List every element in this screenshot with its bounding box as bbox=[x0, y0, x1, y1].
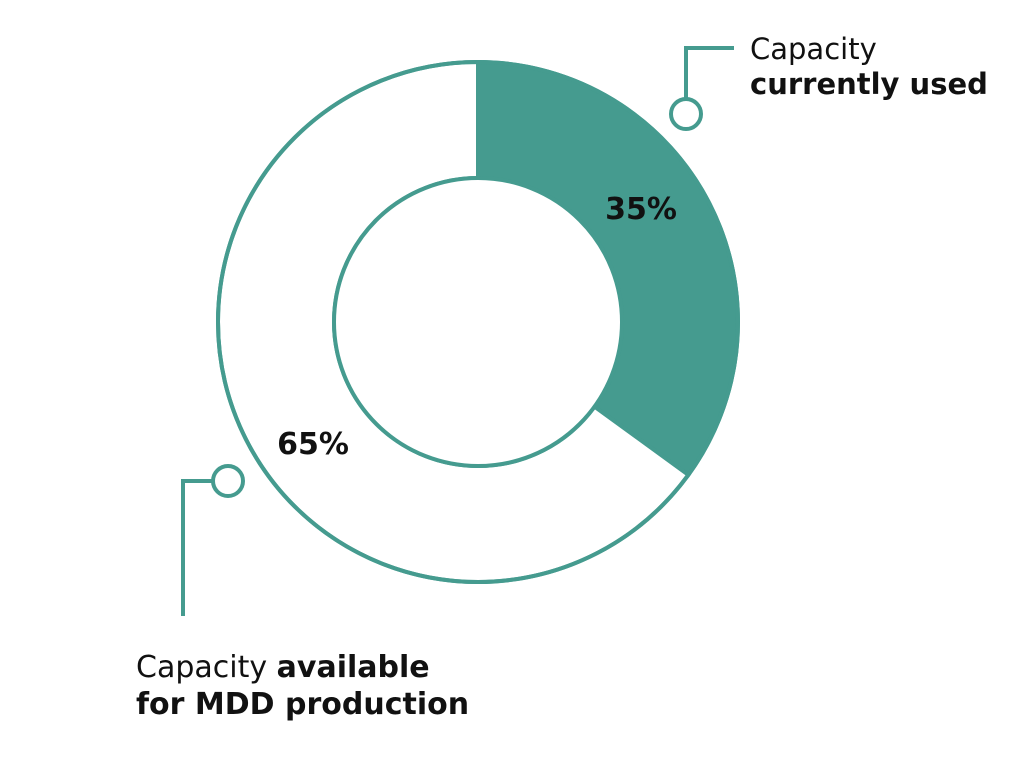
value-label-currently-used: 35% bbox=[605, 192, 677, 227]
legend-label-currently-used: Capacity currently used bbox=[750, 32, 988, 103]
donut-inner-ring bbox=[332, 176, 624, 468]
callout-available-line bbox=[181, 479, 212, 616]
callout-available-dot bbox=[211, 464, 245, 498]
legend-label-available-bold: available bbox=[276, 650, 430, 685]
callout-currently-used-dot bbox=[669, 97, 703, 131]
value-label-available: 65% bbox=[277, 427, 349, 462]
callout-currently-used-line bbox=[684, 46, 734, 100]
legend-label-available-normal: Capacity bbox=[136, 650, 268, 685]
legend-label-available-bold-line2: for MDD production bbox=[136, 686, 470, 722]
legend-label-currently-used-bold: currently used bbox=[750, 67, 988, 102]
callouts-layer bbox=[181, 46, 734, 616]
rings-layer bbox=[216, 60, 740, 584]
legend-label-currently-used-normal: Capacity bbox=[750, 32, 877, 66]
donut-outer-ring bbox=[216, 60, 740, 584]
value-labels-layer: 35% 65% bbox=[277, 192, 677, 462]
legend-label-available: Capacity available for MDD production bbox=[136, 650, 469, 723]
